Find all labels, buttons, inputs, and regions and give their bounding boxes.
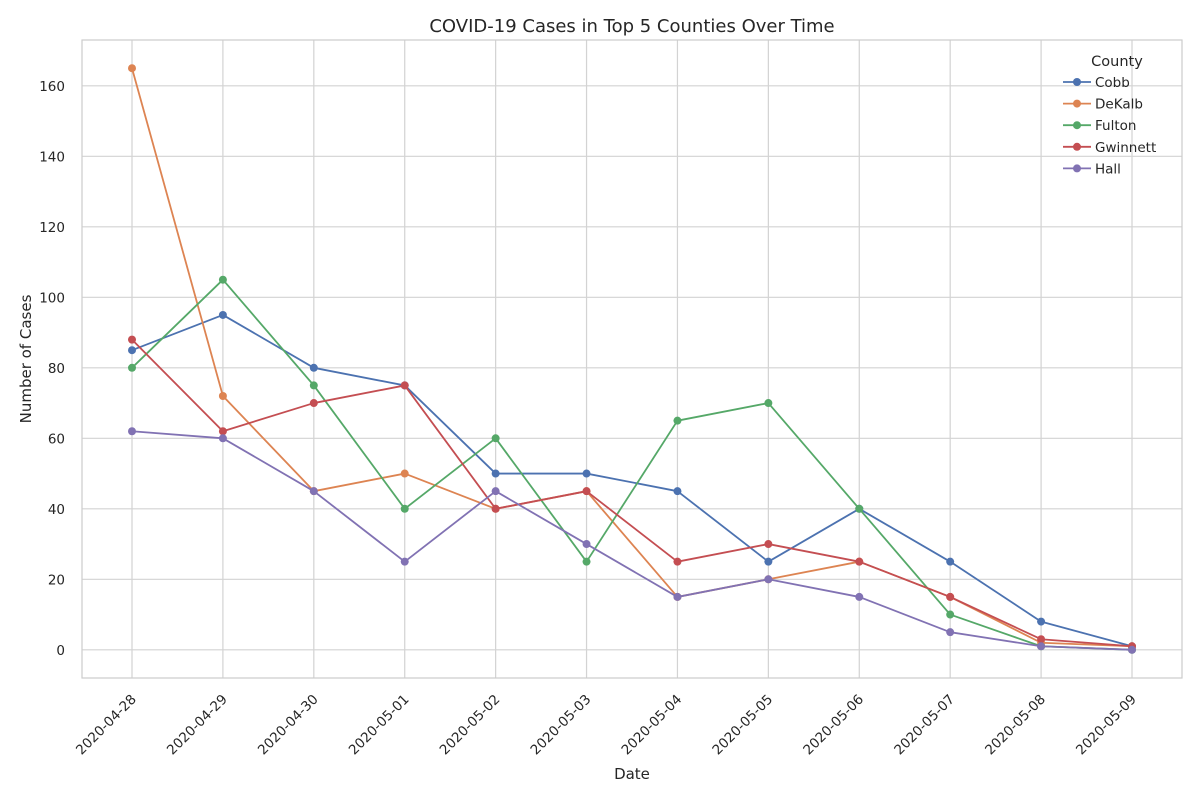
data-point (946, 557, 955, 566)
legend-marker (1073, 121, 1081, 130)
data-point (491, 469, 500, 478)
y-tick-label: 160 (39, 79, 65, 95)
data-point (128, 363, 136, 372)
series-hall (128, 427, 1136, 654)
data-point (764, 557, 773, 566)
data-point (400, 557, 409, 566)
data-point (1037, 617, 1046, 626)
y-tick-label: 20 (48, 572, 65, 588)
y-tick-label: 0 (56, 643, 65, 659)
legend-label: DeKalb (1095, 97, 1143, 113)
data-point (1128, 645, 1136, 654)
legend-marker (1073, 142, 1081, 151)
legend-marker (1073, 99, 1081, 108)
data-point (128, 335, 136, 344)
y-tick-label: 120 (39, 220, 65, 236)
data-point (218, 310, 227, 319)
series-line (131, 430, 1133, 651)
series-layer (128, 64, 1136, 654)
data-point (582, 469, 591, 478)
series-line (131, 338, 1133, 648)
chart-title: COVID-19 Cases in Top 5 Counties Over Ti… (429, 16, 834, 37)
data-point (582, 557, 591, 566)
legend-title: County (1091, 54, 1143, 70)
data-point (582, 487, 591, 496)
data-point (855, 592, 864, 601)
series-line (131, 314, 1133, 648)
data-point (400, 504, 409, 513)
data-point (400, 469, 409, 478)
legend-label: Fulton (1095, 118, 1136, 134)
data-point (673, 592, 682, 601)
data-point (128, 427, 136, 436)
data-point (128, 64, 136, 73)
data-point (309, 399, 318, 408)
legend-label: Gwinnett (1095, 140, 1156, 156)
data-point (309, 487, 318, 496)
data-point (218, 392, 227, 401)
x-axis-label: Date (614, 765, 650, 783)
legend-marker (1073, 78, 1081, 86)
data-point (673, 487, 682, 496)
data-point (491, 504, 500, 513)
legend-label: Hall (1095, 161, 1121, 177)
data-point (309, 363, 318, 372)
data-point (855, 504, 864, 513)
data-point (218, 427, 227, 436)
grid (82, 40, 1182, 678)
data-point (1037, 642, 1046, 651)
data-point (218, 275, 227, 284)
data-point (582, 540, 591, 549)
y-axis-label: Number of Cases (17, 294, 35, 423)
y-tick-label: 140 (39, 149, 65, 165)
legend-marker (1073, 164, 1081, 173)
data-point (491, 487, 500, 496)
data-point (946, 610, 955, 619)
plot-frame (81, 39, 1183, 679)
data-point (673, 416, 682, 425)
data-point (400, 381, 409, 390)
data-point (309, 381, 318, 390)
data-point (491, 434, 500, 443)
y-tick-label: 80 (48, 361, 65, 377)
y-axis-ticks: 0 20 40 60 80 100 120 140 160 (39, 79, 65, 659)
data-point (946, 628, 955, 637)
data-point (764, 399, 773, 408)
data-point (128, 346, 136, 355)
series-gwinnett (128, 335, 1136, 651)
data-point (218, 434, 227, 443)
data-point (673, 557, 682, 566)
legend-label: Cobb (1095, 75, 1130, 91)
data-point (946, 592, 955, 601)
data-point (1037, 635, 1046, 644)
y-tick-label: 100 (39, 290, 65, 306)
data-point (855, 557, 864, 566)
data-point (764, 575, 773, 584)
legend: County Cobb DeKalb Fulton Gwinnett Hall (1063, 54, 1156, 177)
data-point (764, 540, 773, 549)
y-tick-label: 60 (48, 431, 65, 447)
y-tick-label: 40 (48, 502, 65, 518)
series-line (131, 278, 1133, 651)
